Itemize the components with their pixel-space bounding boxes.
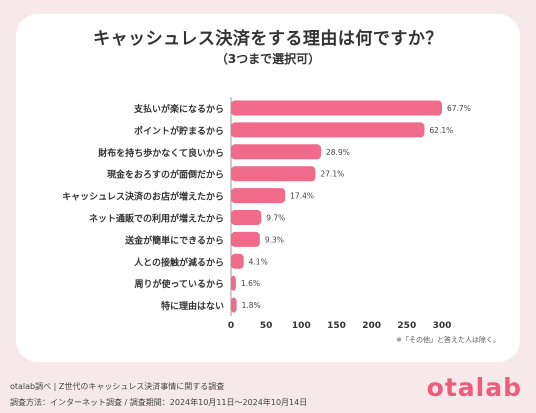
- category-label: キャッシュレス決済のお店が増えたから: [62, 191, 224, 203]
- bar: [231, 253, 244, 269]
- category-label: 現金をおろすのが面倒だから: [107, 169, 224, 181]
- bar: [231, 275, 236, 291]
- data-label: 1.6%: [241, 279, 260, 288]
- x-tick-label: 200: [362, 321, 381, 331]
- bar: [231, 166, 316, 182]
- bar: [231, 210, 262, 225]
- category-label: 人との接触が減るから: [133, 256, 224, 268]
- bar: [231, 144, 322, 160]
- chart-subtitle: （3つまで選択可）: [215, 52, 321, 66]
- data-label: 4.1%: [249, 257, 268, 266]
- category-label: 財布を持ち歩かなくて良いから: [97, 147, 224, 159]
- data-label: 9.3%: [265, 235, 284, 244]
- category-label: 支払いが楽になるから: [133, 103, 224, 115]
- x-tick-label: 50: [260, 321, 273, 331]
- x-tick-label: 300: [433, 321, 452, 331]
- category-label: 周りが使っているから: [134, 278, 224, 290]
- data-label: 27.1%: [320, 170, 344, 179]
- bar: [231, 100, 442, 116]
- bar: [231, 231, 260, 247]
- x-tick-label: 100: [292, 321, 311, 331]
- data-label: 67.7%: [447, 104, 471, 113]
- x-tick-label: 250: [397, 321, 416, 331]
- bar: [231, 122, 425, 138]
- category-label: 特に理由はない: [161, 300, 224, 312]
- bar: [231, 188, 286, 204]
- survey-method: 調査方法：インターネット調査 / 調査期間：2024年10月11日〜2024年1…: [10, 398, 308, 407]
- category-label: ポイントが貯まるから: [134, 125, 224, 137]
- bar: [231, 297, 237, 313]
- footnote: ※「その他」と答えた人は除く。: [396, 336, 500, 344]
- otalab-logo: otalab: [426, 373, 522, 402]
- category-label: 送金が簡単にできるから: [124, 234, 224, 246]
- data-label: 62.1%: [429, 126, 453, 135]
- data-label: 1.8%: [242, 301, 261, 310]
- source-credit: otalab調べ | Z世代のキャッシュレス決済事情に関する調査: [10, 382, 225, 391]
- category-label: ネット通販での利用が増えたから: [89, 213, 224, 225]
- data-label: 17.4%: [290, 192, 314, 201]
- chart-card: [16, 14, 520, 362]
- x-tick-label: 150: [327, 321, 346, 331]
- chart-title: キャッシュレス決済をする理由は何ですか？: [93, 29, 443, 49]
- data-label: 28.9%: [326, 148, 350, 157]
- x-tick-label: 0: [228, 321, 234, 331]
- data-label: 9.7%: [266, 214, 285, 223]
